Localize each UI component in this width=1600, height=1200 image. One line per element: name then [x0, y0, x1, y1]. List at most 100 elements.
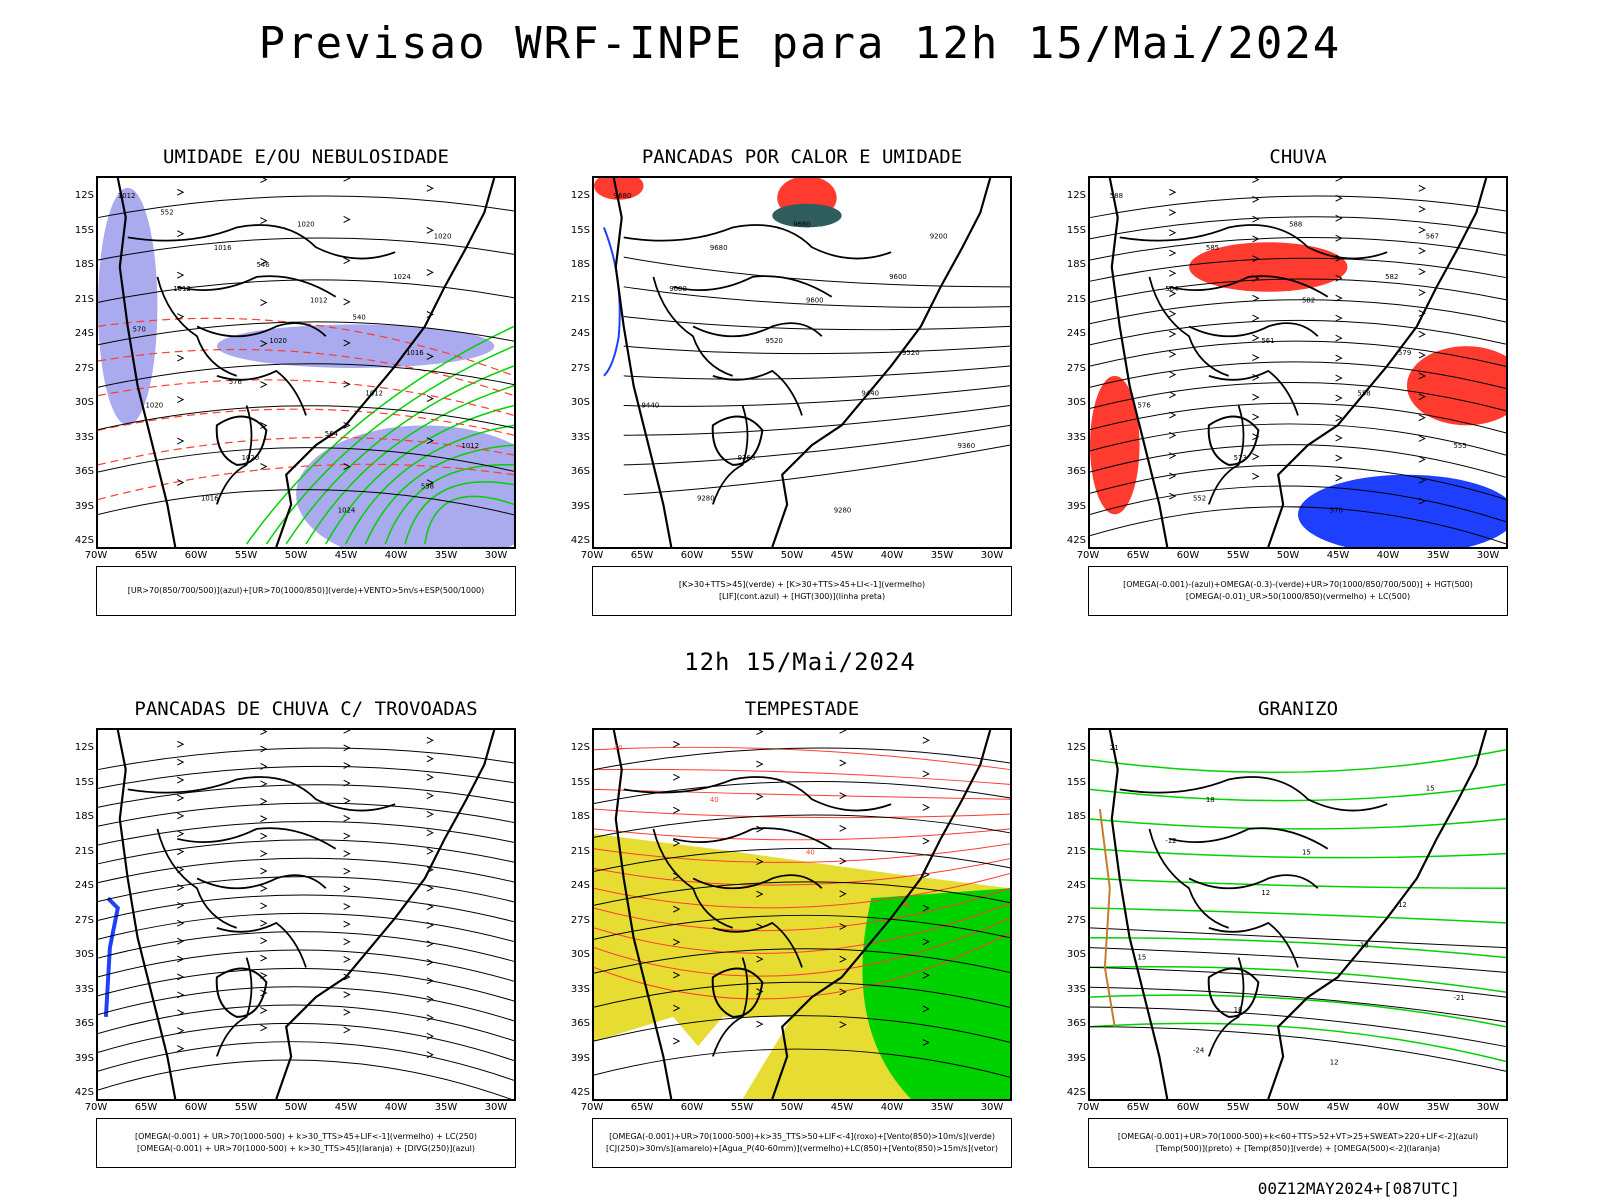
contour-label: 1020 — [269, 337, 287, 345]
streamline — [1090, 402, 1506, 434]
lat-tick-label: 39S — [74, 1052, 94, 1064]
contour-label: 1020 — [242, 454, 260, 462]
temp850-contour — [1090, 783, 1506, 802]
contour-label: 1020 — [434, 232, 452, 240]
contour-label: 15 — [1426, 784, 1435, 792]
lon-tick-label: 35W — [930, 1102, 954, 1113]
streamline — [1090, 361, 1506, 390]
lon-tick-label: 55W — [234, 550, 258, 561]
wind-arrow — [1252, 235, 1260, 243]
lat-tick-label: 24S — [570, 880, 590, 891]
wind-arrow — [1252, 178, 1260, 183]
wind-arrow — [1169, 371, 1177, 378]
water-contour — [594, 788, 1010, 800]
wind-arrow — [260, 797, 268, 805]
wind-arrow — [260, 850, 268, 857]
lat-tick-label: 39S — [570, 1052, 590, 1064]
height-contour — [623, 316, 1010, 331]
wind-arrow — [177, 479, 185, 486]
border-line — [1188, 322, 1319, 338]
wind-arrow — [260, 885, 268, 892]
water-contour — [594, 828, 1010, 841]
wind-arrow — [922, 837, 930, 845]
panel-title: UMIDADE E/OU NEBULOSIDADE — [163, 146, 449, 168]
wind-arrow — [426, 792, 434, 800]
wind-arrow — [1252, 413, 1260, 421]
wind-arrow — [260, 832, 268, 840]
wind-arrow — [673, 1004, 681, 1012]
border-line — [1169, 275, 1329, 298]
wind-arrow — [1418, 205, 1426, 213]
lat-tick-label: 30S — [74, 949, 94, 960]
lon-tick-label: 45W — [1326, 550, 1350, 561]
water-contour — [594, 932, 1010, 1000]
streamline — [1090, 485, 1506, 523]
temp500-contour — [1090, 966, 1506, 998]
wind-arrow — [922, 971, 930, 979]
legend-line-1: [OMEGA(-0.001) + UR>70(1000-500) + k>30_… — [134, 1132, 478, 1141]
lon-tick-label: 65W — [630, 1102, 654, 1113]
contour-label: 567 — [1426, 232, 1439, 240]
wind-arrow — [177, 848, 185, 856]
streamline — [594, 881, 1010, 906]
wind-arrow — [260, 1006, 268, 1014]
lat-tick-label: 33S — [74, 983, 94, 995]
wind-arrow — [343, 744, 351, 752]
temp850-contour — [1090, 965, 1506, 993]
lat-tick-label: 15S — [1066, 776, 1086, 788]
lon-tick-label: 40W — [384, 550, 408, 561]
wind-arrow — [343, 814, 351, 822]
wind-arrow — [177, 1027, 185, 1035]
lon-tick-label: 35W — [1426, 550, 1450, 561]
lon-tick-label: 60W — [1176, 550, 1200, 561]
contour-label: 9280 — [697, 495, 715, 503]
wind-arrow — [839, 923, 847, 930]
humidity-contour — [404, 481, 514, 545]
wind-arrow — [673, 971, 681, 979]
contour-label: 1012 — [118, 192, 136, 200]
border-line — [1119, 776, 1388, 812]
streamline — [98, 765, 514, 789]
wind-arrow — [343, 832, 351, 840]
border-line — [196, 874, 327, 890]
temp500-contour — [1090, 927, 1506, 949]
wind-arrow — [426, 353, 434, 360]
wind-arrow — [343, 178, 351, 182]
water-contour — [594, 768, 1010, 785]
wind-arrow — [1252, 374, 1260, 381]
contour-label: 552 — [1193, 495, 1206, 503]
lon-tick-label: 40W — [1376, 550, 1400, 561]
wind-arrow — [1418, 476, 1426, 484]
wind-arrow — [1169, 492, 1177, 500]
lat-tick-label: 42S — [74, 1087, 94, 1098]
map-tempestade: 40 40 40 40 — [592, 728, 1012, 1101]
wind-arrow — [177, 973, 185, 981]
streamline — [594, 780, 1010, 804]
wind-arrow — [426, 1014, 434, 1022]
streamline — [98, 447, 514, 473]
wind-arrow — [177, 437, 185, 445]
wind-arrow — [343, 903, 351, 910]
temp850-contour — [1090, 749, 1506, 774]
lat-tick-label: 21S — [570, 293, 590, 305]
thickness-contour — [98, 379, 514, 416]
wind-arrow — [343, 339, 351, 347]
lat-tick-label: 39S — [1066, 500, 1086, 512]
temp500-contour — [1090, 986, 1506, 1023]
humidity-contour — [344, 424, 514, 545]
lon-tick-label: 70W — [1076, 550, 1100, 561]
lon-tick-label: 45W — [334, 1102, 358, 1113]
streamline — [98, 489, 514, 516]
contour-label: 588 — [1289, 220, 1302, 228]
streamline — [98, 1004, 514, 1042]
contour-label: -12 — [1165, 837, 1176, 845]
wind-arrow — [673, 806, 681, 814]
wind-arrow — [673, 1037, 681, 1045]
wind-arrow — [343, 885, 351, 893]
contour-label: 558 — [421, 483, 434, 491]
wind-arrow — [756, 858, 764, 866]
lat-tick-label: 42S — [570, 1087, 590, 1098]
lon-tick-label: 45W — [1326, 1102, 1350, 1113]
height-contour — [623, 345, 1010, 355]
lat-tick-label: 18S — [74, 811, 94, 822]
